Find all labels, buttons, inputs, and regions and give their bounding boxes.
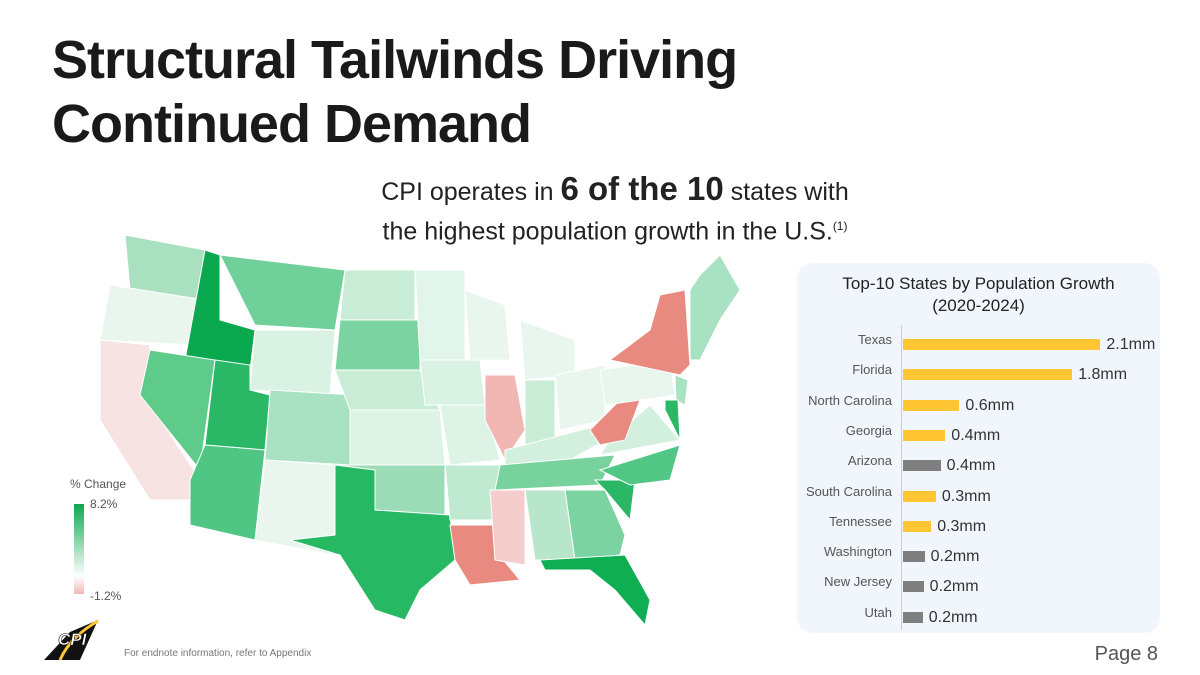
state-illinois xyxy=(484,374,526,461)
state-texas xyxy=(289,464,456,621)
bar xyxy=(903,520,932,532)
legend-max: 8.2% xyxy=(90,497,118,511)
subtitle-pre: CPI operates in xyxy=(381,178,561,206)
footnote: For endnote information, refer to Append… xyxy=(124,648,312,659)
bar xyxy=(903,490,936,502)
state-arizona xyxy=(189,444,266,541)
bar xyxy=(903,581,924,593)
state-indiana xyxy=(524,379,556,446)
chart-title: Top-10 States by Population Growth (2020-… xyxy=(797,273,1160,317)
bar-row: Arizona 0.4mm xyxy=(797,451,1160,481)
chart-title-line-1: Top-10 States by Population Growth xyxy=(842,274,1115,293)
bar-label: Georgia xyxy=(845,422,892,438)
state-georgia xyxy=(564,489,626,561)
bar xyxy=(903,339,1101,350)
bar-value: 0.2mm xyxy=(930,548,980,566)
subtitle: CPI operates in 6 of the 10 states with … xyxy=(300,172,930,248)
bar-row: New Jersey 0.2mm xyxy=(797,572,1160,602)
state-minnesota xyxy=(414,269,466,361)
title-line-1: Structural Tailwinds Driving xyxy=(52,30,738,90)
state-west-virginia xyxy=(589,399,641,446)
subtitle-post: states with xyxy=(723,178,849,206)
state-new-york xyxy=(608,289,691,376)
bar xyxy=(903,369,1073,381)
subtitle-highlight: 6 of the 10 xyxy=(560,170,724,207)
state-delaware-maryland xyxy=(664,399,681,441)
bar-value: 0.3mm xyxy=(937,517,987,535)
endnote-ref: (1) xyxy=(832,219,848,233)
state-north-carolina xyxy=(598,444,681,486)
title-line-2: Continued Demand xyxy=(52,94,532,154)
page-number: Page 8 xyxy=(1094,643,1158,665)
bar-label: Washington xyxy=(823,544,892,560)
bar-label: Utah xyxy=(864,604,892,620)
bar-value: 0.3mm xyxy=(941,487,991,505)
state-mississippi xyxy=(489,489,526,566)
svg-text:CPI: CPI xyxy=(58,630,88,649)
bar xyxy=(903,611,923,623)
bar-row: North Carolina 0.6mm xyxy=(797,391,1160,421)
state-new-england xyxy=(689,254,741,361)
state-virginia xyxy=(598,404,681,456)
chart-axis xyxy=(901,325,902,630)
legend-title: % Change xyxy=(70,477,127,491)
bar-value: 0.6mm xyxy=(965,396,1015,414)
bar-row: Georgia 0.4mm xyxy=(797,421,1160,451)
state-north-dakota xyxy=(339,269,416,321)
bar-label: Florida xyxy=(852,362,892,378)
bar-value: 0.4mm xyxy=(946,457,996,475)
state-ohio xyxy=(554,364,606,431)
state-michigan xyxy=(519,319,576,381)
bar-value: 0.2mm xyxy=(929,578,979,596)
bar-value: 0.4mm xyxy=(951,426,1001,444)
bar xyxy=(903,460,941,472)
cpi-logo: CPI xyxy=(44,619,99,661)
bar xyxy=(903,551,925,563)
legend-color-scale xyxy=(74,504,84,594)
state-new-jersey xyxy=(674,374,689,406)
bar-value: 0.2mm xyxy=(928,608,978,626)
bar xyxy=(903,399,960,411)
bar-value: 1.8mm xyxy=(1078,366,1128,384)
state-iowa xyxy=(419,359,486,406)
bar-value: 2.1mm xyxy=(1106,336,1156,353)
subtitle-line-2: the highest population growth in the U.S… xyxy=(382,217,833,246)
page-title: Structural Tailwinds Driving Continued De… xyxy=(52,28,738,156)
state-new-mexico xyxy=(254,459,336,556)
bar-label: Arizona xyxy=(847,453,892,469)
bar-label: Tennessee xyxy=(829,513,892,529)
bar-label: South Carolina xyxy=(806,483,892,499)
bar-label: Texas xyxy=(858,332,892,347)
state-south-dakota xyxy=(334,319,421,371)
bar-row: South Carolina 0.3mm xyxy=(797,482,1160,512)
bar-row: Texas 2.1mm xyxy=(797,330,1160,360)
state-florida xyxy=(539,554,651,627)
bar-row: Utah 0.2mm xyxy=(797,603,1160,633)
state-montana xyxy=(219,254,346,331)
population-growth-chart: Top-10 States by Population Growth (2020-… xyxy=(797,263,1160,633)
bar-label: North Carolina xyxy=(808,392,892,408)
bar-label: New Jersey xyxy=(824,574,892,590)
bar-row: Tennessee 0.3mm xyxy=(797,512,1160,542)
state-wyoming xyxy=(249,329,336,396)
bar-row: Washington 0.2mm xyxy=(797,542,1160,572)
bar-row: Florida 1.8mm xyxy=(797,360,1160,390)
legend-min: -1.2% xyxy=(90,589,122,603)
state-kansas xyxy=(349,409,446,466)
state-kentucky xyxy=(504,424,606,466)
bar xyxy=(903,429,946,441)
state-wisconsin xyxy=(464,289,511,361)
state-colorado xyxy=(264,389,356,466)
chart-title-line-2: (2020-2024) xyxy=(932,296,1025,315)
